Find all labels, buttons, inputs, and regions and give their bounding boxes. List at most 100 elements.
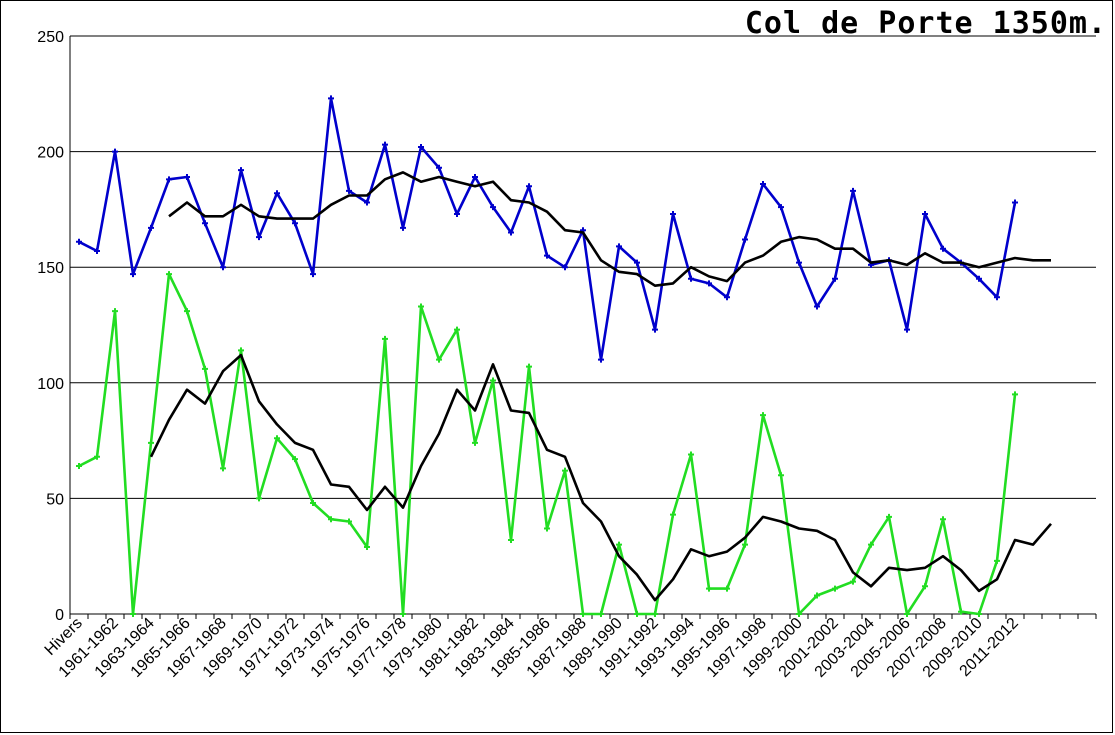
series-0-point-3 bbox=[130, 271, 136, 278]
series-2-point-37 bbox=[742, 541, 748, 548]
series-0-point-15 bbox=[346, 187, 352, 194]
series-2-point-5 bbox=[166, 271, 172, 278]
series-2-point-49 bbox=[958, 608, 964, 615]
series-2-point-13 bbox=[310, 500, 316, 507]
series-0-point-2 bbox=[112, 148, 118, 155]
series-2-point-35 bbox=[706, 585, 712, 592]
series-2-point-44 bbox=[868, 541, 874, 548]
series-0-point-8 bbox=[220, 264, 226, 271]
series-2-point-19 bbox=[418, 303, 424, 310]
series-2-point-14 bbox=[328, 516, 334, 523]
series-0-point-34 bbox=[688, 275, 694, 282]
series-2-point-24 bbox=[508, 537, 514, 544]
series-2-point-15 bbox=[346, 518, 352, 525]
series-0-point-27 bbox=[562, 264, 568, 271]
series-2-point-39 bbox=[778, 472, 784, 479]
series-2-point-25 bbox=[526, 363, 532, 370]
series-2-point-41 bbox=[814, 592, 820, 599]
series-0-point-1 bbox=[94, 248, 100, 255]
series-2-point-32 bbox=[652, 611, 658, 617]
series-0-point-36 bbox=[724, 294, 730, 301]
series-0-point-43 bbox=[850, 187, 856, 194]
series-0-point-9 bbox=[238, 167, 244, 174]
series-0-point-20 bbox=[436, 164, 442, 171]
series-2-point-48 bbox=[940, 516, 946, 523]
series-0-point-7 bbox=[202, 220, 208, 227]
series-0-point-19 bbox=[418, 143, 424, 150]
series-0-point-42 bbox=[832, 275, 838, 282]
series-0-point-6 bbox=[184, 174, 190, 181]
series-2-point-2 bbox=[112, 308, 118, 315]
series-2-point-27 bbox=[562, 467, 568, 474]
series-2-point-11 bbox=[274, 435, 280, 442]
series-0-point-24 bbox=[508, 229, 514, 236]
series-0-point-0 bbox=[76, 238, 82, 245]
y-tick-label-3: 150 bbox=[37, 260, 64, 277]
series-line-1 bbox=[168, 171, 1051, 287]
series-0-point-16 bbox=[364, 199, 370, 206]
series-2-point-6 bbox=[184, 308, 190, 315]
series-0-point-46 bbox=[904, 326, 910, 333]
series-2-point-52 bbox=[1012, 391, 1018, 398]
series-2-point-21 bbox=[454, 326, 460, 333]
series-0-point-51 bbox=[994, 294, 1000, 301]
series-0-point-18 bbox=[400, 224, 406, 231]
series-0-point-26 bbox=[544, 252, 550, 259]
series-2-point-20 bbox=[436, 356, 442, 363]
series-0-point-14 bbox=[328, 95, 334, 102]
series-2-point-7 bbox=[202, 365, 208, 372]
series-0-point-32 bbox=[652, 326, 658, 333]
series-2-point-50 bbox=[976, 611, 982, 617]
series-0-point-4 bbox=[148, 224, 154, 231]
y-tick-label-1: 50 bbox=[46, 491, 64, 508]
series-2-point-46 bbox=[904, 611, 910, 617]
series-2-point-1 bbox=[94, 453, 100, 460]
series-0-point-40 bbox=[796, 259, 802, 266]
series-0-point-38 bbox=[760, 180, 766, 187]
series-2-point-36 bbox=[724, 585, 730, 592]
series-2-point-38 bbox=[760, 412, 766, 419]
series-2-point-23 bbox=[490, 377, 496, 384]
series-2-point-16 bbox=[364, 543, 370, 550]
chart-title: Col de Porte 1350m. bbox=[744, 6, 1107, 41]
series-0-point-35 bbox=[706, 280, 712, 287]
series-0-point-39 bbox=[778, 204, 784, 211]
series-0-point-25 bbox=[526, 183, 532, 190]
series-2-point-0 bbox=[76, 463, 82, 470]
series-0-point-29 bbox=[598, 356, 604, 363]
series-2-point-8 bbox=[220, 465, 226, 472]
series-0-point-22 bbox=[472, 174, 478, 181]
series-0-point-23 bbox=[490, 204, 496, 211]
series-0-point-50 bbox=[976, 275, 982, 282]
series-line-3 bbox=[149, 353, 1052, 602]
series-0-point-31 bbox=[634, 259, 640, 266]
series-2-point-3 bbox=[130, 611, 136, 617]
series-2-point-43 bbox=[850, 578, 856, 585]
series-2-point-47 bbox=[922, 583, 928, 590]
series-2-point-51 bbox=[994, 557, 1000, 564]
series-2-point-29 bbox=[598, 611, 604, 617]
series-0-point-48 bbox=[940, 245, 946, 252]
series-2-point-30 bbox=[616, 541, 622, 548]
series-line-0 bbox=[78, 97, 1017, 361]
series-2-point-34 bbox=[688, 451, 694, 458]
series-2-point-28 bbox=[580, 611, 586, 617]
series-0-point-13 bbox=[310, 271, 316, 278]
series-2-point-42 bbox=[832, 585, 838, 592]
y-tick-label-0: 0 bbox=[55, 607, 64, 624]
series-0-point-52 bbox=[1012, 199, 1018, 206]
series-0-point-47 bbox=[922, 211, 928, 218]
series-2-point-10 bbox=[256, 495, 262, 502]
series-2-point-4 bbox=[148, 439, 154, 446]
series-0-point-10 bbox=[256, 234, 262, 241]
series-line-2 bbox=[78, 272, 1017, 616]
series-0-point-11 bbox=[274, 190, 280, 197]
y-tick-label-2: 100 bbox=[37, 376, 64, 393]
series-0-point-17 bbox=[382, 141, 388, 148]
series-2-point-45 bbox=[886, 513, 892, 520]
series-2-point-22 bbox=[472, 439, 478, 446]
series-0-point-37 bbox=[742, 236, 748, 243]
series-0-point-12 bbox=[292, 220, 298, 227]
